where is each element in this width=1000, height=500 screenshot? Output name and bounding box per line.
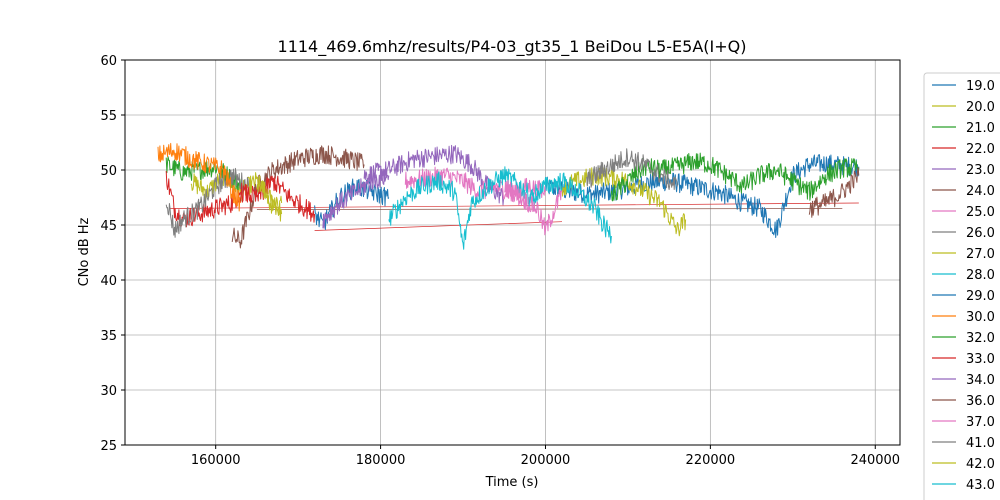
series-layer	[157, 142, 860, 250]
series-line	[586, 148, 678, 190]
legend-label: 21.0	[966, 121, 995, 136]
series-line	[157, 142, 241, 212]
bridge-line	[314, 221, 563, 231]
legend-label: 22.0	[966, 142, 995, 157]
legend-label: 41.0	[966, 436, 995, 451]
legend-label: 19.0	[966, 79, 995, 94]
legend-label: 23.0	[966, 163, 995, 178]
legend-label: 30.0	[966, 310, 995, 325]
y-tick-label: 25	[100, 439, 117, 454]
legend-label: 28.0	[966, 268, 995, 283]
y-tick-label: 40	[100, 274, 117, 289]
series-line	[528, 172, 612, 244]
series-line	[165, 167, 250, 238]
legend-label: 24.0	[966, 184, 995, 199]
bridge-line	[170, 202, 859, 209]
legend-frame	[923, 72, 1000, 500]
y-tick-label: 45	[100, 219, 117, 234]
legend-label: 32.0	[966, 331, 995, 346]
legend-label: 29.0	[966, 289, 995, 304]
y-tick-label: 35	[100, 329, 117, 344]
series-line	[504, 179, 563, 236]
series-line	[322, 168, 390, 229]
y-tick-label: 30	[100, 384, 117, 399]
legend-label: 25.0	[966, 205, 995, 220]
x-axis-label: Time (s)	[485, 475, 539, 490]
y-axis-label: CNo dB Hz	[77, 217, 92, 286]
grid	[125, 59, 900, 446]
legend-label: 20.0	[966, 100, 995, 115]
y-tick-label: 55	[100, 109, 117, 124]
legend-label: 42.0	[966, 457, 995, 472]
legend-label: 36.0	[966, 394, 995, 409]
x-tick-label: 180000	[356, 453, 406, 468]
legend-label: 43.0	[966, 478, 995, 493]
series-line	[808, 167, 860, 218]
legend: 19.0 20.0 21.0 22.0 23.0 24.0 25.0 26.0 27.0 28.0…	[923, 72, 1000, 500]
y-tick-label: 50	[100, 164, 117, 179]
legend-label: 37.0	[966, 415, 995, 430]
bridge-line	[256, 208, 843, 210]
chart-title: 1114_469.6mhz/results/P4-03_gt35_1 BeiDo…	[278, 37, 747, 57]
legend-label: 33.0	[966, 352, 995, 367]
legend-entries: 19.0 20.0 21.0 22.0 23.0 24.0 25.0 26.0 27.0 28.0…	[932, 79, 995, 500]
x-tick-label: 160000	[191, 453, 241, 468]
series-line	[388, 166, 538, 250]
series-line	[363, 144, 505, 206]
x-tick-label: 200000	[521, 453, 571, 468]
series-line	[545, 154, 860, 238]
x-tick-label: 220000	[686, 453, 736, 468]
x-tick-label: 240000	[850, 453, 900, 468]
y-tick-label: 60	[100, 54, 117, 69]
y-axis: 25 30 35 40 45 50 55 60	[100, 54, 125, 454]
series-line	[239, 175, 316, 223]
legend-label: 27.0	[966, 247, 995, 262]
series-line	[231, 145, 365, 249]
plot-frame	[124, 59, 901, 446]
series-line	[610, 152, 860, 202]
legend-label: 26.0	[966, 226, 995, 241]
x-axis: 160000 180000 200000 220000 240000	[191, 445, 900, 468]
legend-label: 34.0	[966, 373, 995, 388]
series-line	[256, 175, 283, 215]
